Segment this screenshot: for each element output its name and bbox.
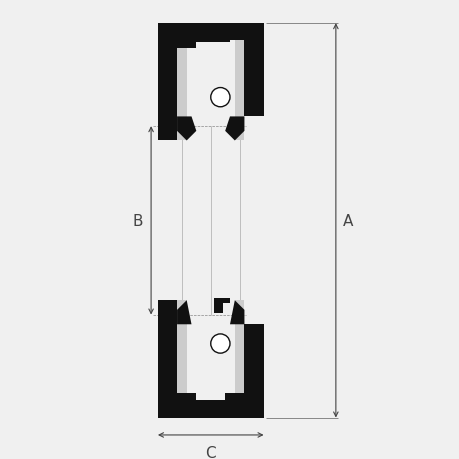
Polygon shape	[234, 301, 244, 400]
Text: A: A	[342, 213, 352, 228]
Polygon shape	[230, 301, 244, 325]
Polygon shape	[157, 41, 196, 49]
Polygon shape	[177, 117, 196, 141]
Polygon shape	[234, 41, 244, 141]
Polygon shape	[157, 24, 263, 41]
Polygon shape	[244, 41, 263, 117]
Circle shape	[210, 88, 230, 107]
Polygon shape	[177, 41, 186, 141]
Polygon shape	[225, 393, 263, 400]
Polygon shape	[225, 41, 263, 49]
Polygon shape	[157, 41, 177, 141]
Polygon shape	[177, 301, 186, 400]
Polygon shape	[157, 400, 263, 418]
Polygon shape	[157, 301, 177, 400]
Polygon shape	[157, 393, 196, 400]
Polygon shape	[177, 301, 191, 325]
Polygon shape	[177, 27, 230, 43]
Polygon shape	[177, 299, 230, 313]
Text: C: C	[205, 445, 216, 459]
Circle shape	[210, 334, 230, 353]
Polygon shape	[244, 325, 263, 400]
Polygon shape	[225, 117, 244, 141]
Text: B: B	[133, 213, 143, 228]
